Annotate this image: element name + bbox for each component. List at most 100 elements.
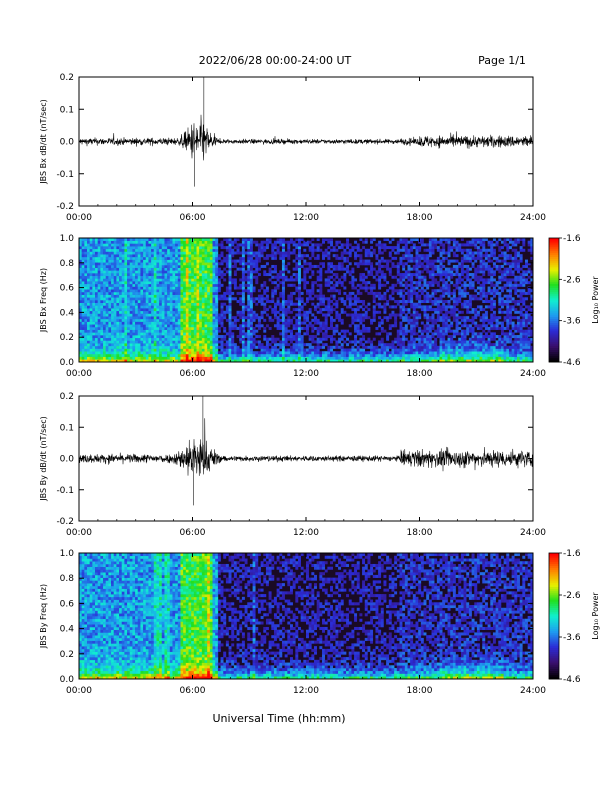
spectrogram-cell — [233, 359, 237, 363]
spectrogram-cell — [196, 262, 200, 266]
spectrogram-cell — [394, 351, 398, 355]
spectrogram-cell — [143, 248, 147, 252]
spectrogram-cell — [340, 283, 344, 287]
spectrogram-cell — [132, 294, 136, 298]
spectrogram-cell — [140, 310, 144, 314]
spectrogram-cell — [276, 246, 280, 250]
spectrogram-cell — [260, 248, 264, 252]
spectrogram-cell — [159, 324, 163, 328]
spectrogram-cell — [164, 340, 168, 344]
spectrogram-cell — [434, 259, 438, 263]
spectrogram-cell — [442, 329, 446, 333]
spectrogram-cell — [100, 270, 104, 274]
spectrogram-cell — [415, 286, 419, 290]
spectrogram-cell — [249, 267, 253, 271]
spectrogram-cell — [354, 246, 358, 250]
spectrogram-cell — [423, 348, 427, 352]
spectrogram-cell — [103, 256, 107, 260]
spectrogram-cell — [338, 291, 342, 295]
spectrogram-cell — [111, 267, 115, 271]
spectrogram-cell — [81, 326, 85, 330]
spectrogram-cell — [372, 316, 376, 320]
spectrogram-cell — [191, 297, 195, 301]
spectrogram-cell — [330, 316, 334, 320]
spectrogram-cell — [204, 343, 208, 347]
spectrogram-cell — [396, 248, 400, 252]
spectrogram-cell — [108, 313, 112, 317]
panels-group: 00:00 06:00 12:00 18:00 24:00-0.2-0.10.00.10… — [39, 73, 600, 696]
spectrogram-cell — [223, 273, 227, 277]
spectrogram-cell — [284, 267, 288, 271]
spectrogram-cell — [442, 343, 446, 347]
spectrogram-cell — [124, 248, 128, 252]
spectrogram-cell — [151, 316, 155, 320]
spectrogram-cell — [428, 305, 432, 309]
spectrogram-cell — [132, 275, 136, 279]
spectrogram-cell — [289, 318, 293, 322]
spectrogram-cell — [279, 256, 283, 260]
spectrogram-cell — [244, 356, 248, 360]
spectrogram-cell — [135, 286, 139, 290]
spectrogram-cell — [188, 351, 192, 355]
spectrogram-cell — [241, 308, 245, 312]
spectrogram-cell — [108, 308, 112, 312]
spectrogram-cell — [79, 345, 82, 349]
spectrogram-cell — [247, 335, 251, 339]
spectrogram-cell — [180, 324, 184, 328]
spectrogram-cell — [394, 356, 398, 360]
spectrogram-cell — [84, 332, 88, 336]
spectrogram-cell — [143, 332, 147, 336]
spectrogram-cell — [143, 316, 147, 320]
spectrogram-cell — [380, 259, 384, 263]
spectrogram-cell — [356, 313, 360, 317]
spectrogram-cell — [196, 297, 200, 301]
spectrogram-cell — [84, 326, 88, 330]
spectrogram-cell — [228, 238, 232, 241]
spectrogram-cell — [148, 254, 152, 258]
spectrogram-cell — [327, 246, 331, 250]
spectrogram-cell — [399, 343, 403, 347]
spectrogram-cell — [105, 359, 109, 363]
spectrogram-cell — [100, 243, 104, 247]
spectrogram-cell — [153, 275, 157, 279]
spectrogram-cell — [410, 297, 414, 301]
spectrogram-cell — [279, 243, 283, 247]
spectrogram-cell — [129, 305, 133, 309]
spectrogram-cell — [297, 270, 301, 274]
spectrogram-cell — [287, 256, 291, 260]
spectrogram-cell — [95, 278, 98, 282]
spectrogram-cell — [436, 302, 440, 306]
spectrogram-cell — [407, 267, 411, 271]
spectrogram-cell — [247, 256, 251, 260]
spectrogram-cell — [140, 351, 144, 355]
spectrogram-cell — [111, 300, 115, 303]
spectrogram-cell — [364, 326, 368, 330]
spectrogram-cell — [151, 335, 155, 339]
spectrogram-cell — [97, 264, 101, 268]
spectrogram-cell — [367, 286, 371, 290]
spectrogram-cell — [356, 348, 360, 352]
spectrogram-cell — [209, 356, 213, 360]
spectrogram-cell — [354, 313, 358, 317]
spectrogram-cell — [335, 353, 339, 357]
spectrogram-cell — [233, 270, 237, 274]
spectrogram-cell — [97, 343, 101, 347]
spectrogram-cell — [412, 326, 416, 330]
spectrogram-cell — [215, 332, 219, 336]
spectrogram-cell — [145, 270, 149, 274]
spectrogram-cell — [327, 308, 331, 312]
spectrogram-cell — [103, 326, 107, 330]
spectrogram-cell — [442, 313, 446, 317]
spectrogram-cell — [223, 291, 227, 295]
spectrogram-cell — [199, 240, 203, 244]
spectrogram-cell — [188, 240, 192, 244]
x-tick-label-0-0: 00:00 — [66, 213, 92, 223]
spectrogram-cell — [180, 337, 184, 341]
spectrogram-cell — [311, 329, 315, 333]
spectrogram-cell — [172, 262, 176, 266]
spectrogram-cell — [228, 264, 232, 268]
spectrogram-cell — [434, 289, 438, 293]
spectrogram-cell — [84, 300, 88, 303]
spectrogram-cell — [426, 321, 430, 325]
spectrogram-cell — [207, 316, 211, 320]
